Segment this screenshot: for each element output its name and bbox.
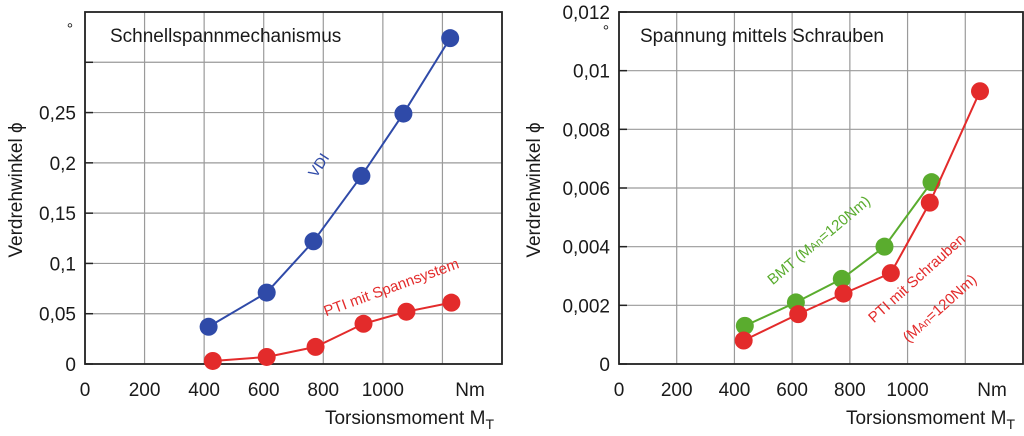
x-tick-label: 400 [188,380,220,401]
data-point [881,264,900,283]
x-tick-label: 1000 [886,380,928,401]
y-tick-label: 0,006 [562,179,610,200]
x-tick-label: 0 [80,380,91,401]
data-point [922,173,941,192]
y-axis-label: Verdrehwinkel ϕ [524,122,545,257]
y-tick-label: 0,25 [39,104,76,125]
data-point [920,193,939,212]
x-axis-label: Torsionsmoment MT [846,408,1016,432]
x-axis-label-main: Torsionsmoment M [846,408,1007,429]
y-tick-label: 0,15 [39,204,76,225]
chart-panel-1: 0 200 400 600 800 1000 0 0,05 0,1 0,15 0,2 0,25 Nm ° V… [6,11,503,432]
series-label: BMT (MAn=120Nm) [764,193,873,289]
data-point [352,166,371,185]
x-tick-label: 200 [129,380,161,401]
y-tick-label: 0 [599,355,610,376]
y-tick-label: 0,01 [573,62,610,83]
data-point [199,317,218,336]
series-line [744,181,933,327]
y-unit-label: ° [603,23,609,40]
series-label: VDI [305,150,333,180]
data-point [441,29,460,48]
y-axis-label: Verdrehwinkel ϕ [6,122,27,257]
data-point [354,314,373,333]
data-point [832,269,851,288]
series-pti-mit-spannsystem: PTI mit Spannsystem [203,255,462,370]
data-point [306,337,325,356]
series-line [208,37,452,328]
y-tick-label: 0,004 [562,238,610,259]
series-vdi: VDI [199,29,460,336]
x-tick-label: 600 [776,380,808,401]
series-line [743,90,981,342]
x-tick-label: 200 [661,380,693,401]
plot-frame [618,11,1024,365]
series-label-part: =120Nm) [923,271,981,325]
chart-title: Spannung mittels Schrauben [640,26,884,47]
x-unit-label: Nm [455,380,485,401]
x-axis-label-subscript: T [485,416,494,432]
x-axis-label-subscript: T [1006,416,1015,432]
data-point [257,347,276,366]
plot-frame [84,11,503,365]
series-pti-mit-schrauben-man-120nm-: PTI mit Schrauben(MAn=120Nm) [734,82,990,350]
data-point [442,293,461,312]
data-point [971,82,990,101]
y-tick-label: 0,012 [562,3,610,24]
y-unit-label: ° [67,21,73,38]
x-axis-label-main: Torsionsmoment M [325,408,486,429]
data-point [789,305,808,324]
data-point [203,351,222,370]
y-tick-label: 0,2 [50,154,76,175]
series-bmt-man-120nm-: BMT (MAn=120Nm) [735,173,941,335]
y-tick-label: 0,05 [39,305,76,326]
y-tick-label: 0,002 [562,296,610,317]
x-tick-label: 800 [307,380,339,401]
x-tick-label: 1000 [362,380,404,401]
data-point [735,316,754,335]
x-tick-label: 800 [834,380,866,401]
data-point [304,232,323,251]
series-label-part: BMT (M [764,241,816,288]
y-tick-label: 0,008 [562,120,610,141]
data-point [257,283,276,302]
data-point [734,331,753,350]
data-point [394,104,413,123]
y-tick-label: 0 [65,355,76,376]
chart-panel-2: 0 200 400 600 800 1000 0 0,002 0,004 0,006 0,008 0,… [524,3,1024,432]
chart-title: Schnellspannmechanismus [110,26,341,47]
series-label: PTI mit Spannsystem [322,255,462,320]
data-point [834,284,853,303]
x-tick-label: 600 [248,380,280,401]
y-tick-label: 0,1 [50,254,76,275]
x-tick-label: 0 [614,380,625,401]
x-tick-label: 400 [719,380,751,401]
series-label-part: =120Nm) [815,193,874,246]
x-unit-label: Nm [977,380,1007,401]
data-point [875,237,894,256]
data-point [397,302,416,321]
x-axis-label: Torsionsmoment MT [325,408,495,432]
